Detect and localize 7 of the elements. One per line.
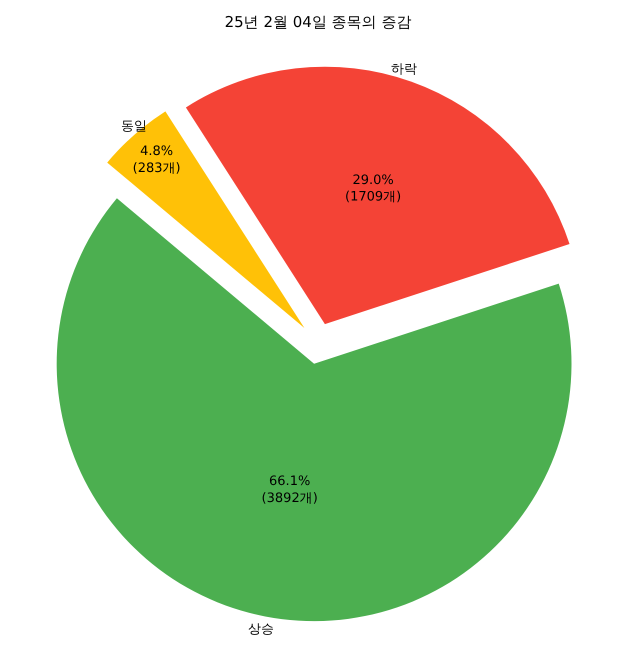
chart-title: 25년 2월 04일 종목의 증감 [224,12,412,31]
slice-label: 상승 [248,622,274,637]
slice-label: 하락 [391,62,417,77]
data-label: 29.0% (1709개) [344,172,402,205]
data-label: 4.8% (283개) [132,144,181,176]
slice-label: 동일 [121,119,147,134]
data-label: 66.1% (3892개) [262,474,318,506]
